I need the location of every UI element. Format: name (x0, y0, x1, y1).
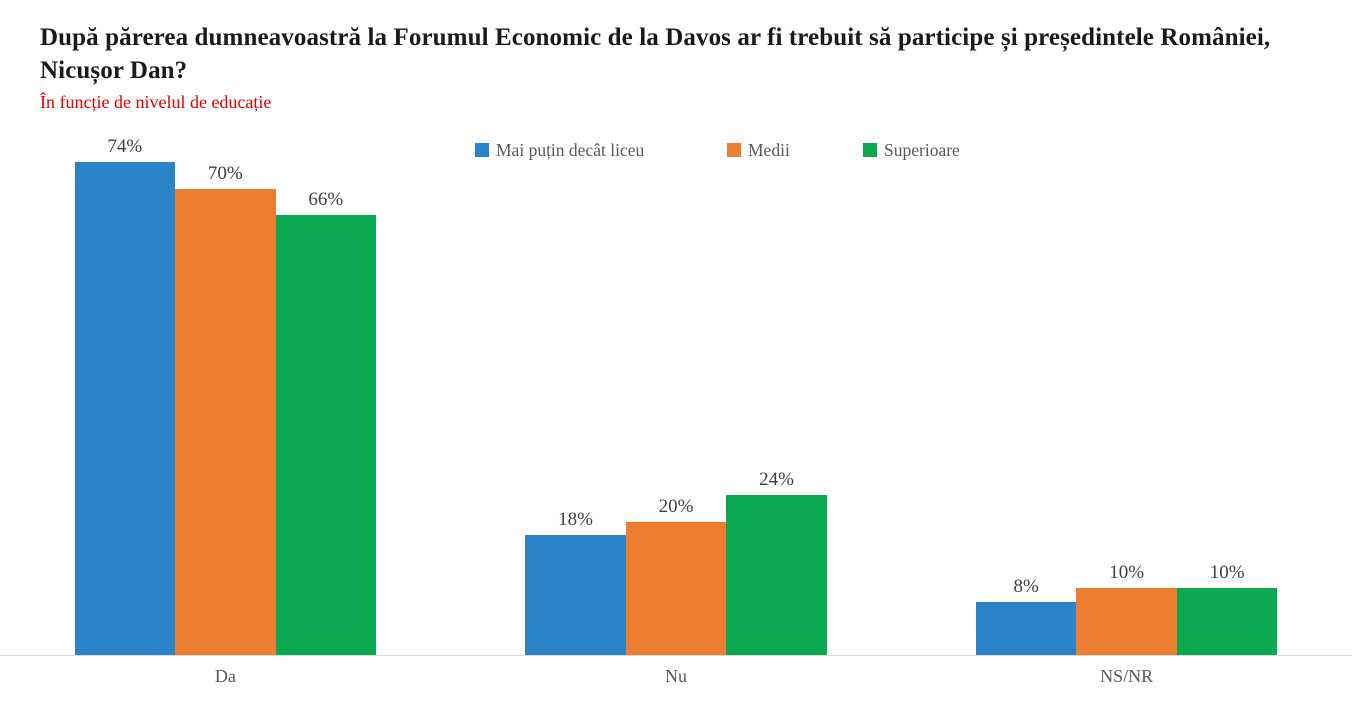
legend-swatch-icon (727, 143, 741, 158)
bar (275, 215, 377, 656)
chart-title-line-2: Nicușor Dan? (40, 56, 188, 84)
bar-value-label: 70% (207, 163, 243, 185)
chart-title-line-1: După părerea dumneavoastră la Forumul Ec… (40, 24, 1271, 51)
legend-item: Medii (727, 139, 790, 160)
legend-item: Superioare (863, 139, 960, 160)
chart-header: După părerea dumneavoastră la Forumul Ec… (0, 0, 1371, 114)
bar (175, 189, 276, 656)
plot-area: Mai puțin decât liceu Medii Superioare 74%… (0, 128, 1371, 707)
legend-item: Mai puțin decât liceu (475, 139, 645, 160)
chart-legend: Mai puțin decât liceu Medii Superioare (0, 139, 1371, 161)
bar (1176, 588, 1278, 656)
bar (1076, 588, 1177, 656)
x-axis-line (0, 655, 1352, 657)
bar-value-label: 10% (1109, 562, 1145, 584)
chart-subtitle: În funcție de nivelul de educație (40, 92, 272, 112)
bar (625, 522, 727, 656)
bar-value-label: 74% (107, 136, 143, 158)
bar-value-label: 20% (658, 496, 694, 518)
legend-swatch-icon (863, 143, 877, 158)
legend-label: Superioare (884, 139, 960, 160)
legend-swatch-icon (475, 143, 489, 158)
category-label: Da (214, 666, 236, 687)
bar-value-label: 24% (759, 469, 794, 491)
bar-value-label: 10% (1209, 562, 1245, 584)
legend-label: Mai puțin decât liceu (496, 139, 645, 160)
bar (975, 602, 1077, 656)
bar-value-label: 8% (1013, 576, 1039, 598)
legend-label: Medii (748, 139, 790, 160)
bar (525, 535, 626, 656)
bar (74, 162, 176, 656)
category-label: Nu (665, 666, 687, 687)
bar-value-label: 66% (308, 189, 344, 211)
bar-value-label: 18% (558, 509, 593, 531)
category-label: NS/NR (1100, 666, 1154, 687)
bar (726, 495, 827, 656)
